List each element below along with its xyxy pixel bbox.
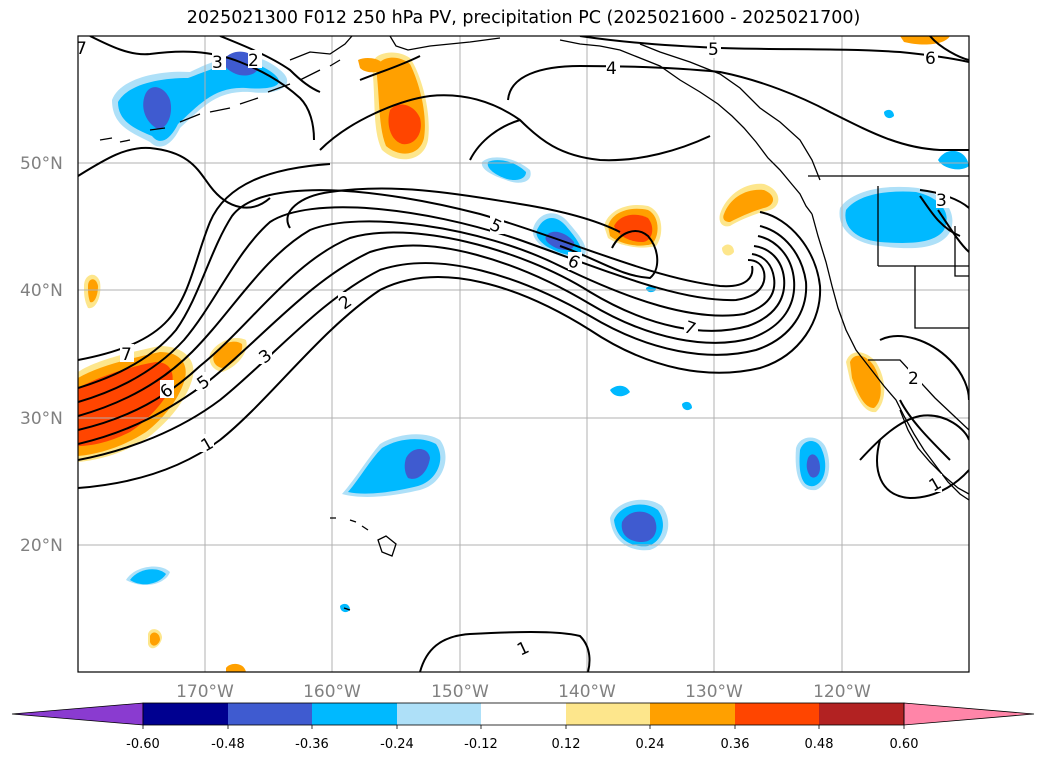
cbar-tick-9: 0.60 xyxy=(890,737,919,752)
svg-text:2: 2 xyxy=(248,51,259,71)
lon-axis: 170°W 160°W 150°W 140°W 130°W 120°W xyxy=(176,682,871,702)
plot-border xyxy=(77,35,970,673)
cbar-tick-1: -0.48 xyxy=(211,737,245,752)
map-title: 2025021300 F012 250 hPa PV, precipitatio… xyxy=(186,8,861,28)
cbar-tick-2: -0.36 xyxy=(295,737,329,752)
lon-label-120w: 120°W xyxy=(813,682,871,702)
cbar-tick-8: 0.48 xyxy=(805,737,834,752)
lon-label-170w: 170°W xyxy=(176,682,234,702)
cbar-tick-5: 0.12 xyxy=(552,737,581,752)
lat-label-20n: 20°N xyxy=(20,536,63,556)
svg-text:3: 3 xyxy=(936,191,947,211)
cbar-tick-3: -0.24 xyxy=(380,737,414,752)
svg-text:7: 7 xyxy=(76,39,87,59)
svg-text:5: 5 xyxy=(708,40,719,60)
lat-axis: 50°N 40°N 30°N 20°N xyxy=(20,154,63,556)
svg-text:7: 7 xyxy=(121,345,132,365)
lat-label-40n: 40°N xyxy=(20,281,63,301)
cbar-tick-4: -0.12 xyxy=(464,737,498,752)
pv-contours xyxy=(78,36,969,672)
gridlines xyxy=(78,36,969,672)
plot-area: 1 2 3 5 6 7 5 4 5 6 3 2 6 7 xyxy=(76,36,969,672)
svg-text:2: 2 xyxy=(908,369,919,389)
svg-text:4: 4 xyxy=(606,59,617,79)
cbar-tick-0: -0.60 xyxy=(126,737,160,752)
cbar-tick-7: 0.36 xyxy=(721,737,750,752)
colorbar: -0.60 -0.48 -0.36 -0.24 -0.12 0.12 0.24 … xyxy=(11,702,1035,752)
svg-text:6: 6 xyxy=(925,49,936,69)
contour-labels: 1 2 3 5 6 7 5 4 5 6 3 2 6 7 xyxy=(76,38,950,660)
lat-label-30n: 30°N xyxy=(20,409,63,429)
lon-label-160w: 160°W xyxy=(303,682,361,702)
coastlines xyxy=(99,36,969,611)
svg-text:3: 3 xyxy=(212,53,223,73)
lat-label-50n: 50°N xyxy=(20,154,63,174)
lon-label-150w: 150°W xyxy=(431,682,489,702)
cbar-tick-6: 0.24 xyxy=(636,737,665,752)
lon-label-140w: 140°W xyxy=(558,682,616,702)
lon-label-130w: 130°W xyxy=(685,682,743,702)
